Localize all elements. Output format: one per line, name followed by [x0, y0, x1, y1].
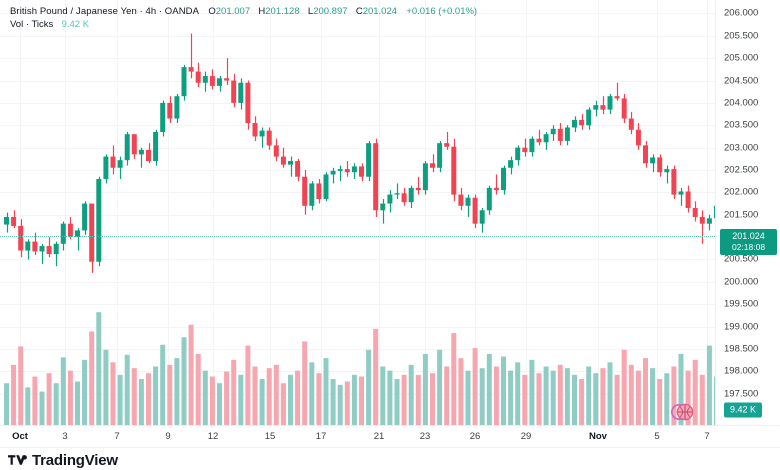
price-tick-label: 198.500	[724, 343, 759, 355]
high-label: H	[258, 6, 266, 17]
time-tick-label: 15	[264, 431, 276, 442]
chart-plot-area[interactable]	[0, 0, 715, 425]
current-price-badge: 201.024 02:18:08	[720, 229, 777, 256]
time-tick-label: 23	[419, 431, 431, 442]
price-tick-label: 200.500	[724, 253, 759, 265]
time-scale[interactable]: Oct 3 7 9 12 15 17 21 23 26 29 Nov 5 7	[0, 425, 780, 447]
price-tick-label: 202.500	[724, 164, 759, 176]
price-tick-label: 206.000	[724, 7, 759, 19]
low-value: 200.897	[313, 6, 348, 17]
time-tick-label: 7	[704, 431, 710, 442]
volume-series	[4, 312, 715, 425]
volume-value-badge: 9.42 K	[724, 402, 763, 418]
price-tick-label: 203.000	[724, 142, 759, 154]
tradingview-logo-icon	[8, 455, 27, 465]
current-price-countdown: 02:18:08	[731, 242, 766, 253]
price-tick-label: 205.500	[724, 30, 759, 42]
price-tick-label: 202.000	[724, 186, 759, 198]
price-scale[interactable]: 206.000 205.500 205.000 204.500 204.000 203.5…	[715, 0, 780, 425]
tradingview-brand: TradingView	[8, 452, 118, 469]
price-tick-label: 203.500	[724, 119, 759, 131]
price-tick-label: 200.000	[724, 276, 759, 288]
symbol-name[interactable]: British Pound / Japanese Yen	[10, 6, 137, 17]
watermark-icon	[671, 403, 694, 421]
price-tick-label: 201.500	[724, 209, 759, 221]
current-price-value: 201.024	[732, 231, 765, 242]
candlestick-series	[4, 33, 715, 273]
chart-legend: British Pound / Japanese Yen · 4h · OAND…	[10, 5, 477, 31]
price-tick-label: 205.000	[724, 52, 759, 64]
high-value: 201.128	[265, 6, 300, 17]
chart-gridlines	[0, 0, 715, 425]
price-tick-label: 197.500	[724, 388, 759, 400]
interval-label[interactable]: 4h	[145, 6, 157, 17]
time-tick-label: Oct	[12, 431, 28, 442]
time-tick-label: 7	[114, 431, 120, 442]
tradingview-wordmark: TradingView	[32, 452, 118, 469]
close-value: 201.024	[362, 6, 398, 17]
low-label: L	[307, 6, 314, 17]
price-change: +0.016 (+0.01%)	[406, 6, 478, 17]
legend-volume-row: Vol · Ticks 9.42 K	[10, 18, 477, 31]
time-tick-label: 17	[315, 431, 327, 442]
volume-value: 9.42 K	[61, 19, 90, 30]
price-tick-label: 204.500	[724, 75, 759, 87]
open-value: 201.007	[215, 6, 251, 17]
volume-label[interactable]: Vol · Ticks	[10, 19, 54, 30]
exchange-label: OANDA	[164, 6, 200, 17]
open-label: O	[208, 6, 216, 17]
time-tick-label: 9	[165, 431, 171, 442]
close-label: C	[355, 6, 363, 17]
time-tick-label: 26	[469, 431, 481, 442]
time-tick-label: Nov	[589, 431, 607, 442]
time-tick-label: 21	[373, 431, 385, 442]
legend-separator-2: ·	[158, 6, 163, 17]
legend-separator-1: ·	[139, 6, 143, 17]
price-tick-label: 199.500	[724, 298, 759, 310]
price-tick-label: 204.000	[724, 97, 759, 109]
time-tick-label: 29	[520, 431, 532, 442]
current-price-line	[0, 236, 715, 238]
legend-primary-row: British Pound / Japanese Yen · 4h · OAND…	[10, 5, 477, 18]
time-tick-label: 12	[207, 431, 219, 442]
price-tick-label: 199.000	[724, 321, 759, 333]
time-tick-label: 3	[62, 431, 68, 442]
time-tick-label: 5	[654, 431, 660, 442]
price-tick-label: 198.000	[724, 365, 759, 377]
axis-separator	[0, 447, 780, 448]
